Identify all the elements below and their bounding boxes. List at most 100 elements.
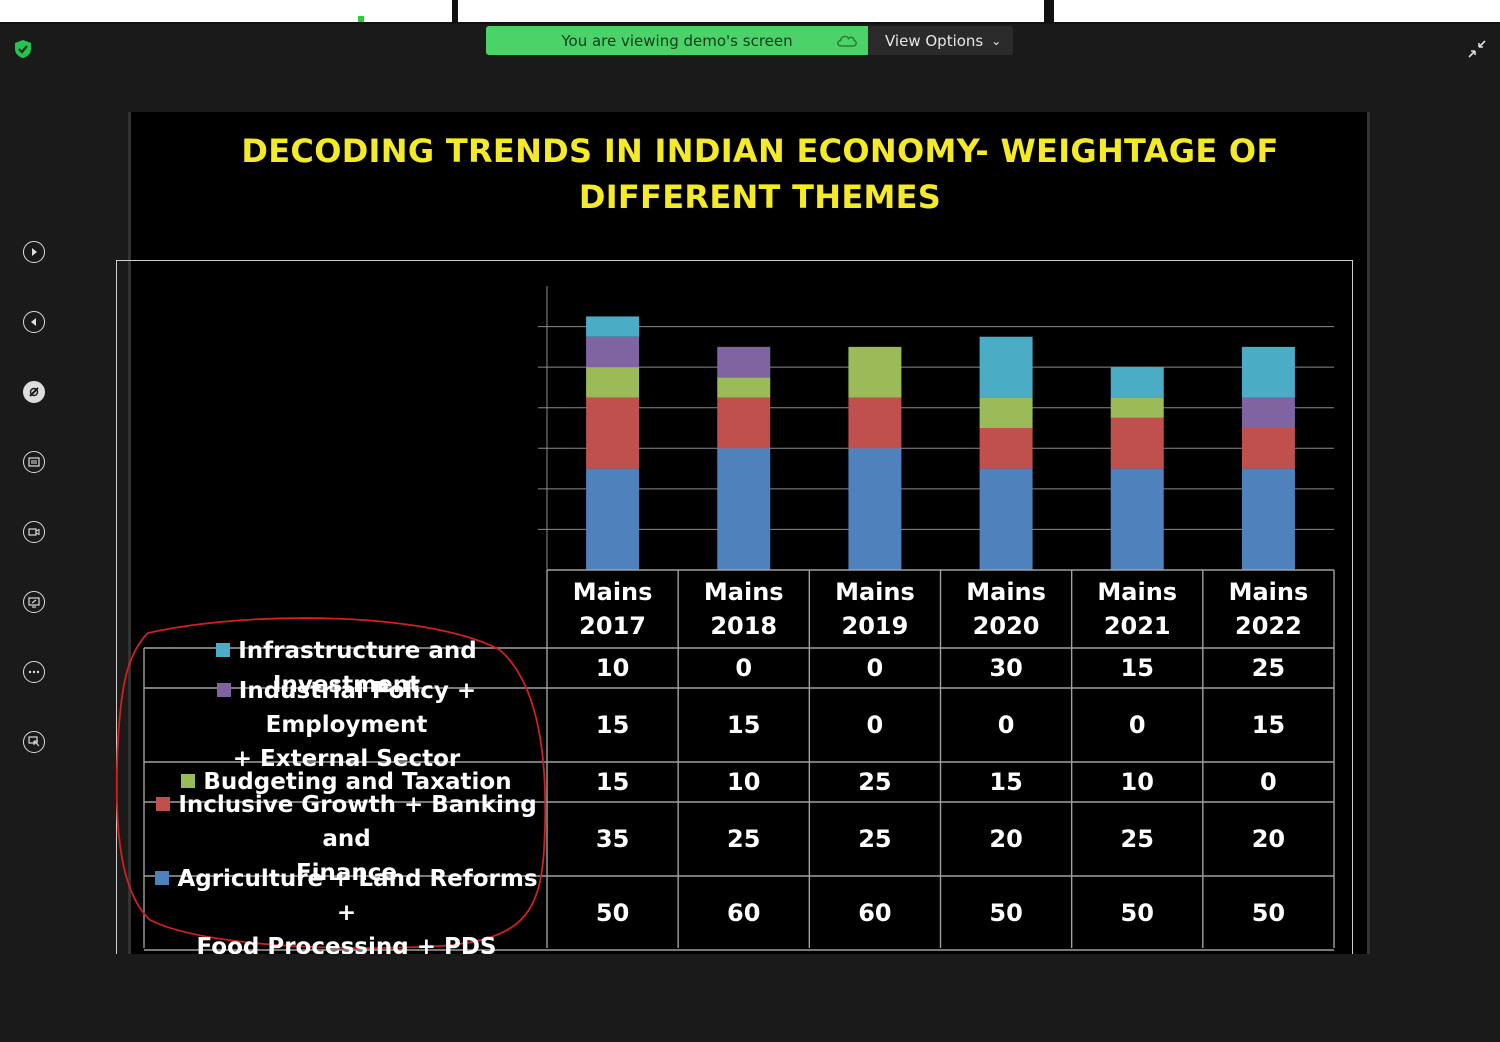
bar-segment	[979, 428, 1033, 469]
table-value-cell: 0	[997, 711, 1015, 739]
table-value-cell: 50	[1120, 899, 1154, 927]
bar-segment	[1241, 397, 1295, 428]
slide-border	[128, 112, 131, 954]
legend-label-line: + External Sector	[232, 746, 461, 772]
table-value-cell: 20	[989, 825, 1023, 853]
bar-segment	[586, 336, 640, 368]
bar-segment	[717, 377, 771, 398]
table-value-cell: 20	[1251, 825, 1286, 853]
table-value-cell: 50	[595, 899, 630, 927]
category-label: 2018	[710, 612, 778, 640]
table-header-cell: Mains 2020	[941, 570, 1072, 648]
bar-segment	[1241, 346, 1295, 398]
legend-swatch	[156, 796, 171, 811]
legend-label-line: Agriculture + Land Reforms +	[148, 862, 545, 930]
bar-segment	[979, 468, 1033, 570]
table-value-cell: 10	[595, 654, 630, 682]
bar-segment	[848, 448, 902, 570]
table-value-cell: 15	[1251, 711, 1286, 739]
table-value-cell: 30	[989, 654, 1023, 682]
participant-thumbnail[interactable]	[0, 0, 452, 22]
table-value-cell: 60	[727, 899, 761, 927]
view-options-button[interactable]: View Options ⌄	[868, 26, 1013, 55]
table-value-cell: 15	[595, 711, 630, 739]
legend-swatch	[216, 642, 231, 657]
category-label: Mains	[1097, 578, 1178, 606]
category-label: 2022	[1235, 612, 1302, 640]
category-label: Mains	[703, 578, 784, 606]
rewind-icon[interactable]	[23, 311, 45, 333]
category-label: Mains	[572, 578, 653, 606]
remote-control-icon[interactable]	[23, 731, 45, 753]
participant-strip	[0, 0, 1500, 24]
table-header-cell: Mains 2019	[809, 570, 940, 648]
bar-segment	[848, 397, 902, 449]
bar-segment	[979, 336, 1033, 398]
slide-title-line: DECODING TRENDS IN INDIAN ECONOMY- WEIGH…	[241, 132, 1279, 170]
exit-fullscreen-icon[interactable]	[1466, 38, 1488, 60]
legend-swatch	[155, 870, 170, 885]
legend-cell: Inclusive Growth + Banking and Finance	[148, 792, 545, 886]
legend-label: Budgeting and Taxation	[181, 765, 512, 799]
legend-label: Infrastructure and Investment	[148, 634, 545, 702]
share-icon[interactable]	[23, 591, 45, 613]
legend-swatch	[216, 682, 231, 697]
table-value-cell: 0	[735, 654, 753, 682]
legend-label-line: Budgeting and Taxation	[181, 765, 512, 799]
participant-thumbnail[interactable]	[458, 0, 1044, 22]
bar-segment	[979, 397, 1033, 428]
bar-segment	[1110, 367, 1164, 398]
record-icon[interactable]	[23, 521, 45, 543]
table-value-cell: 15	[1120, 654, 1154, 682]
table-value-cell: 15	[989, 768, 1023, 796]
category-label: 2019	[841, 612, 909, 640]
table-value-cell: 25	[858, 825, 892, 853]
legend-label: Agriculture + Land Reforms + Food Process…	[148, 862, 545, 964]
category-label: 2021	[1103, 612, 1171, 640]
speaking-indicator	[358, 16, 364, 22]
shield-icon[interactable]	[12, 38, 34, 60]
table-value-cell: 0	[866, 654, 884, 682]
play-icon[interactable]	[23, 241, 45, 263]
table-value-cell: 0	[866, 711, 884, 739]
bar-segment	[1110, 397, 1164, 418]
category-label: Mains	[835, 578, 915, 606]
annotate-icon[interactable]	[23, 381, 45, 403]
legend-label-line: Inclusive Growth + Banking and	[148, 788, 545, 856]
bar-segment	[848, 346, 902, 398]
table-header-cell: Mains 2021	[1072, 570, 1203, 648]
legend-cell: Infrastructure and Investment	[148, 638, 545, 698]
table-value-cell: 0	[1260, 768, 1277, 796]
table-value-cell: 15	[727, 711, 761, 739]
bar-segment	[1241, 428, 1295, 469]
category-label: Mains	[1228, 578, 1309, 606]
category-label: Mains	[966, 578, 1046, 606]
table-value-cell: 10	[1120, 768, 1154, 796]
screen-share-banner: You are viewing demo's screen	[486, 26, 868, 55]
bar-segment	[717, 448, 771, 570]
legend-label-line: Industrial Policy + Employment	[148, 674, 545, 742]
table-value-cell: 10	[727, 768, 761, 796]
bar-segment	[1110, 417, 1164, 469]
chat-icon[interactable]	[23, 451, 45, 473]
more-icon[interactable]	[23, 661, 45, 683]
table-value-cell: 50	[1251, 899, 1286, 927]
chevron-down-icon: ⌄	[991, 33, 1002, 48]
table-value-cell: 25	[1251, 654, 1286, 682]
table-value-cell: 60	[858, 899, 892, 927]
table-value-cell: 25	[858, 768, 892, 796]
legend-swatch	[181, 773, 196, 788]
bar-segment	[586, 367, 640, 398]
participant-thumbnail[interactable]	[1054, 0, 1500, 22]
category-label: 2017	[579, 612, 646, 640]
banner-text: You are viewing demo's screen	[561, 31, 793, 50]
legend-label: Inclusive Growth + Banking and Finance	[148, 788, 545, 890]
bar-segment	[717, 346, 771, 378]
table-value-cell: 35	[595, 825, 630, 853]
bar-segment	[1241, 468, 1295, 570]
slide-title: DECODING TRENDS IN INDIAN ECONOMY- WEIGH…	[230, 128, 1290, 220]
category-label: 2020	[972, 612, 1040, 640]
legend-label-line: Finance	[295, 860, 398, 886]
bar-segment	[717, 397, 771, 449]
